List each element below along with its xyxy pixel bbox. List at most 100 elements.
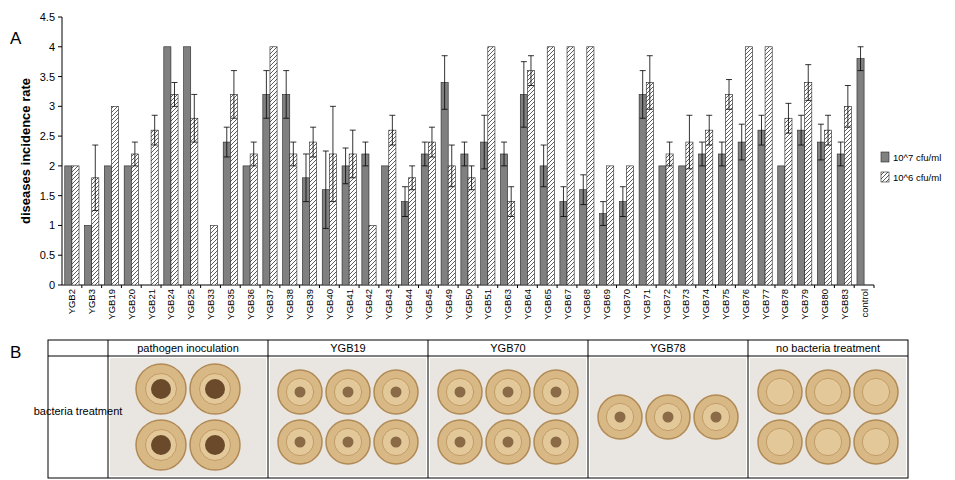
error-bar: [541, 145, 547, 187]
root-slice: [486, 370, 530, 414]
y-axis: [62, 17, 63, 285]
error-bar: [528, 56, 534, 86]
root-slice: [190, 364, 240, 414]
error-bar: [580, 175, 586, 205]
bar: [488, 47, 495, 285]
slice-ring: [382, 378, 409, 405]
lesion: [551, 387, 562, 398]
slice-ring: [542, 378, 569, 405]
bar: [382, 166, 389, 285]
x-tick-label: control: [859, 289, 870, 318]
bar: [567, 47, 574, 285]
error-bar: [699, 142, 705, 166]
x-tick: [299, 285, 300, 288]
x-tick: [279, 285, 280, 288]
bar: [290, 154, 297, 285]
x-tick-label: YGB75: [720, 289, 731, 320]
x-tick-label: YGB51: [482, 289, 493, 320]
x-tick-label: YGB64: [522, 289, 533, 320]
error-bar: [647, 56, 653, 110]
error-bar: [323, 151, 329, 228]
x-tick: [260, 285, 261, 288]
y-tick-label: 0.5: [40, 249, 55, 261]
slice-ring: [862, 378, 889, 405]
bar: [527, 71, 534, 285]
bar: [441, 83, 448, 285]
root-slice: [806, 370, 850, 414]
root-slice: [854, 420, 898, 464]
error-bar: [231, 71, 237, 119]
root-slice: [534, 370, 578, 414]
legend-label: 10^7 cfu/ml: [893, 152, 941, 163]
error-bar: [429, 127, 435, 157]
bar: [659, 166, 666, 285]
root-slice: [758, 370, 802, 414]
bar: [666, 154, 673, 285]
root-slice: [190, 420, 240, 470]
x-tick: [418, 285, 419, 288]
slice-ring: [862, 428, 889, 455]
x-tick-label: YGB67: [562, 289, 573, 320]
x-tick: [774, 285, 775, 288]
bar: [230, 94, 237, 285]
bar: [824, 130, 831, 285]
error-bar: [600, 202, 606, 226]
slice-ring: [494, 428, 521, 455]
bar: [191, 118, 198, 285]
lesion: [151, 379, 171, 399]
error-bar: [501, 142, 507, 166]
x-tick: [636, 285, 637, 288]
x-tick: [398, 285, 399, 288]
bar: [461, 154, 468, 285]
error-bar: [224, 127, 230, 157]
bar: [837, 154, 844, 285]
bar: [805, 83, 812, 285]
x-tick-label: YGB44: [403, 289, 414, 320]
x-tick-label: YGB21: [146, 289, 157, 320]
table-header: no bacteria treatment: [776, 342, 880, 354]
y-tick: [58, 225, 62, 226]
y-tick-label: 1: [49, 219, 55, 231]
x-tick-label: YGB35: [225, 289, 236, 320]
bar: [211, 225, 218, 285]
error-bar: [825, 115, 831, 145]
bar: [844, 106, 851, 285]
root-slice: [806, 420, 850, 464]
x-tick-label: YGB2: [66, 289, 77, 314]
table-header: pathogen inoculation: [137, 342, 239, 354]
x-tick: [121, 285, 122, 288]
bar: [124, 166, 131, 285]
lesion: [205, 435, 225, 455]
bar: [679, 166, 686, 285]
bar: [263, 94, 270, 285]
bar: [646, 83, 653, 285]
root-slice: [486, 420, 530, 464]
x-tick-label: YGB73: [680, 289, 691, 320]
x-tick: [695, 285, 696, 288]
x-tick: [854, 285, 855, 288]
slice-ring: [334, 428, 361, 455]
error-bar: [402, 187, 408, 217]
bar: [718, 154, 725, 285]
lesion: [615, 412, 626, 423]
x-tick-label: YGB74: [700, 289, 711, 320]
bar: [725, 94, 732, 285]
error-bar: [290, 142, 296, 166]
bar: [409, 178, 416, 285]
y-tick-label: 1.5: [40, 190, 55, 202]
y-tick: [58, 17, 62, 18]
error-bar: [706, 115, 712, 145]
bar: [699, 154, 706, 285]
bar: [104, 166, 111, 285]
x-tick-label: YGB63: [502, 289, 513, 320]
bar: [270, 47, 277, 285]
y-tick: [58, 106, 62, 107]
x-tick: [814, 285, 815, 288]
bar: [817, 142, 824, 285]
table-header: YGB78: [650, 342, 685, 354]
x-tick-label: YGB41: [344, 289, 355, 320]
error-bar: [805, 65, 811, 101]
error-bar: [739, 124, 745, 160]
bar: [758, 130, 765, 285]
x-tick: [220, 285, 221, 288]
